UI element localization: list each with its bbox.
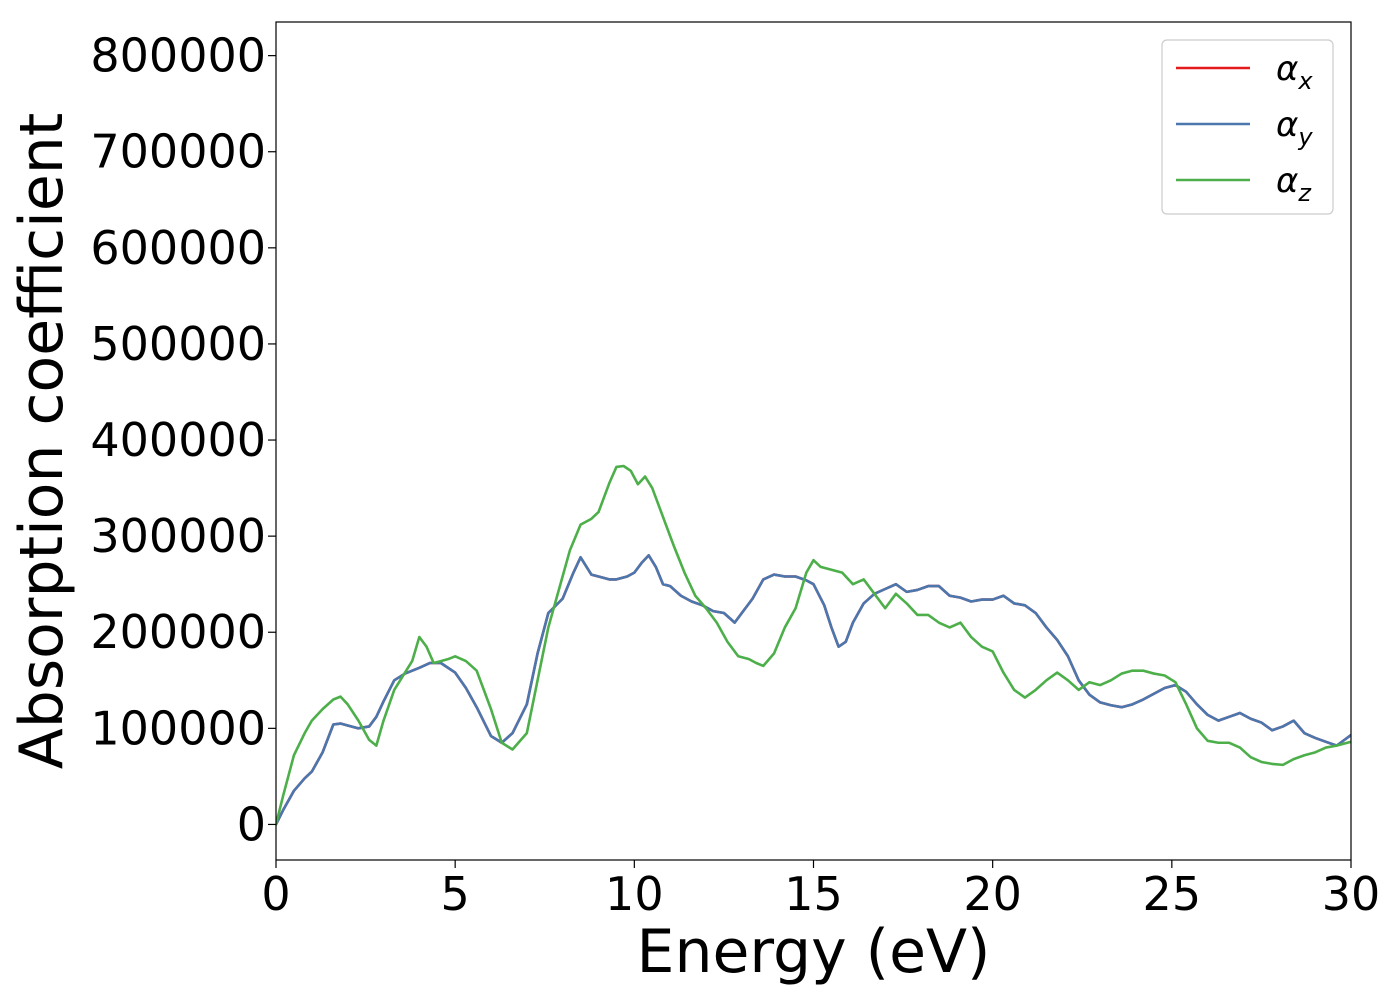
legend-subscript: y [1297,123,1313,151]
legend-subscript: z [1297,179,1312,207]
series-layer [276,464,1351,826]
series-line-y [276,554,1351,826]
y-axis-title: Absorption coefficient [7,113,77,770]
legend-symbol: α [1276,161,1298,201]
y-tick-label: 100000 [90,701,266,755]
x-tick-label: 0 [261,867,290,921]
legend-label-y: αy [1276,105,1313,151]
legend-label-x: αx [1276,49,1313,95]
y-tick-label: 800000 [90,29,266,83]
legend-symbol: α [1276,105,1298,145]
y-tick-label: 700000 [90,125,266,179]
y-axis: 0 100000 200000 300000 400000 500000 600000 700… [90,29,276,851]
legend-frame [1161,39,1334,215]
x-axis: 0 5 10 15 20 25 30 [261,860,1380,921]
y-tick-label: 200000 [90,605,266,659]
y-tick-label: 400000 [90,413,266,467]
y-tick-label: 300000 [90,509,266,563]
y-tick-label: 0 [237,797,266,851]
legend-label-z: αz [1276,161,1312,207]
legend-subscript: x [1297,67,1313,95]
y-tick-label: 600000 [90,221,266,275]
x-tick-label: 30 [1322,867,1381,921]
x-tick-label: 5 [441,867,470,921]
series-line-z [276,464,1351,826]
x-tick-label: 10 [605,867,664,921]
x-axis-title: Energy (eV) [637,917,991,987]
legend-symbol: α [1276,49,1298,89]
x-tick-label: 15 [784,867,843,921]
x-tick-label: 25 [1143,867,1202,921]
y-tick-label: 500000 [90,317,266,371]
x-tick-label: 20 [963,867,1022,921]
